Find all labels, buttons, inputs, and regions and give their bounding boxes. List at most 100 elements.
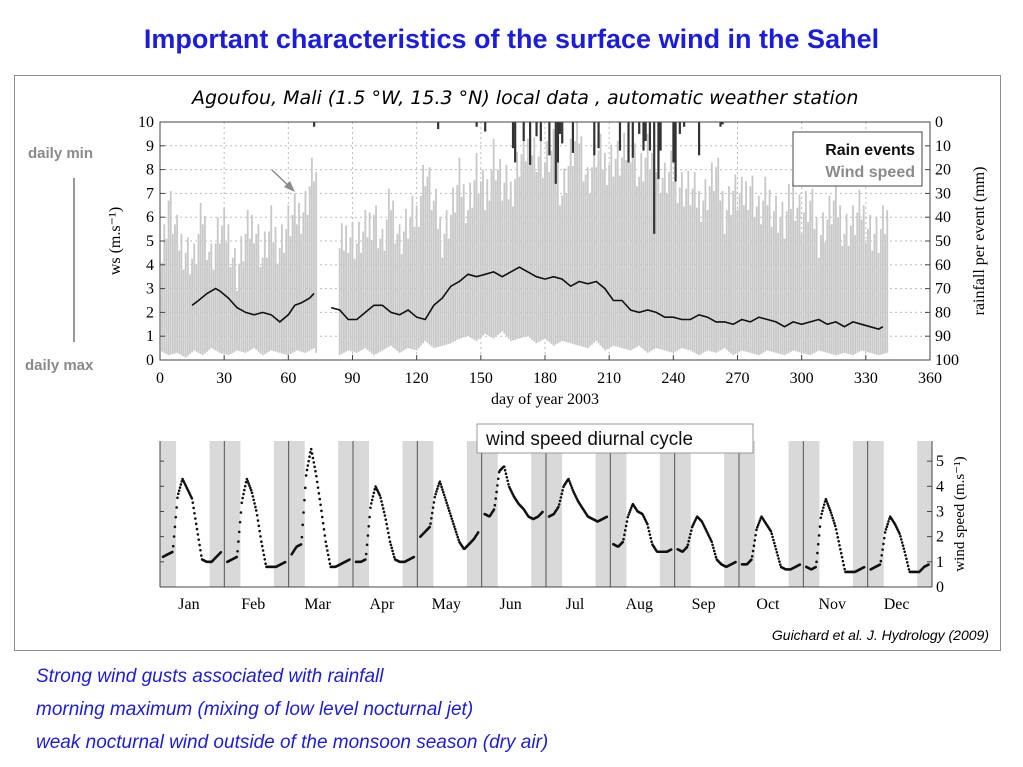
wind-speed-bar [477, 193, 480, 340]
wind-speed-bar [640, 152, 643, 348]
night-band [466, 441, 482, 587]
legend-rain-events: Rain events [825, 142, 915, 159]
wind-speed-bar [749, 186, 752, 353]
wind-speed-bar [745, 181, 747, 352]
wind-speed-bar [411, 195, 414, 350]
wind-speed-bar [353, 258, 356, 353]
wind-speed-bar [216, 217, 219, 352]
wind-speed-bar [520, 154, 523, 338]
night-band [674, 441, 691, 587]
diurnal-point [687, 539, 691, 543]
night-band [867, 441, 884, 587]
wind-speed-bar [860, 219, 863, 351]
wind-speed-bar [644, 157, 647, 352]
diurnal-point [650, 540, 653, 543]
diurnal-point [370, 502, 373, 505]
diurnal-point [370, 498, 374, 502]
wind-speed-bar [766, 205, 769, 351]
night-band [338, 441, 353, 587]
slide-title: Important characteristics of the surface… [143, 24, 880, 54]
diurnal-point [506, 479, 509, 483]
wind-speed-bar [574, 141, 576, 345]
wind-speed-bar [174, 224, 176, 354]
wind-speed-bar [680, 171, 683, 349]
wind-speed-bar [674, 166, 677, 352]
rain-event-bar [556, 122, 560, 163]
diurnal-point [446, 504, 449, 507]
wind-speed-bar [197, 233, 200, 353]
wind-speed-bar [864, 243, 867, 352]
wind-speed-bar [272, 242, 275, 352]
wind-speed-bar [516, 151, 519, 340]
rain-event-bar [554, 122, 557, 184]
diurnal-point [175, 506, 178, 509]
wind-speed-bar [638, 176, 641, 346]
wind-speed-bar [561, 195, 564, 341]
diurnal-curve-nov [805, 497, 866, 574]
diurnal-curve-feb [226, 477, 287, 569]
diurnal-point [907, 568, 911, 571]
wind-speed-bar [482, 169, 484, 336]
diurnal-point [387, 531, 390, 535]
wind-speed-bar [580, 136, 583, 347]
diurnal-point [903, 550, 906, 554]
wind-speed-bar [375, 205, 377, 355]
wind-speed-bar [383, 250, 386, 350]
rain-event-bar [631, 122, 634, 158]
diurnal-point [453, 525, 456, 528]
diurnal-point [628, 511, 631, 514]
wind-speed-bar [225, 242, 228, 355]
wind-speed-bar [820, 235, 822, 352]
diurnal-point [382, 510, 386, 514]
diurnal-point [689, 529, 693, 532]
wind-speed-bar [428, 167, 431, 345]
month-label: Sep [692, 596, 716, 613]
wind-speed-bar [879, 229, 882, 355]
diurnal-point [560, 492, 564, 496]
wind-speed-bar [858, 189, 861, 352]
diurnal-point [541, 510, 544, 514]
diurnal-point [441, 488, 444, 491]
diurnal-point [199, 554, 203, 557]
diurnal-point [828, 506, 831, 510]
night-band [224, 441, 241, 587]
diurnal-point [254, 509, 258, 512]
diurnal-point [194, 522, 198, 526]
diurnal-point [773, 541, 776, 545]
diurnal-point [818, 525, 822, 528]
wind-speed-bar [257, 224, 260, 352]
night-band [788, 441, 804, 587]
diurnal-point [447, 509, 451, 513]
diurnal-point [904, 553, 907, 557]
x-tick-label: 120 [405, 370, 429, 387]
wind-speed-bar [809, 200, 812, 356]
wind-speed-bar [582, 181, 585, 347]
rain-event-bar [511, 122, 515, 149]
wind-speed-bar [492, 138, 495, 339]
diurnal-point [256, 519, 260, 522]
diurnal-point [440, 485, 443, 489]
diurnal-point [496, 477, 500, 481]
wind-speed-bar [713, 191, 715, 353]
wind-speed-bar [787, 183, 790, 353]
diurnal-point [505, 475, 509, 479]
diurnal-point [457, 538, 460, 542]
diurnal-point [237, 530, 241, 534]
wind-speed-bar [302, 212, 305, 353]
diurnal-point [301, 523, 305, 527]
y-tick-label: 3 [146, 281, 154, 298]
wind-speed-bar [355, 243, 358, 353]
wind-speed-bar [415, 205, 418, 351]
wind-speed-bar [387, 188, 390, 347]
diurnal-point [685, 545, 689, 549]
diurnal-point [177, 492, 180, 496]
wind-speed-bar [400, 254, 403, 352]
wind-speed-bar [475, 152, 478, 341]
wind-speed-bar [610, 144, 613, 347]
diurnal-point [690, 525, 694, 529]
wind-speed-bar [813, 229, 816, 353]
wind-speed-bar [497, 169, 499, 336]
wind-speed-bar [670, 150, 673, 353]
